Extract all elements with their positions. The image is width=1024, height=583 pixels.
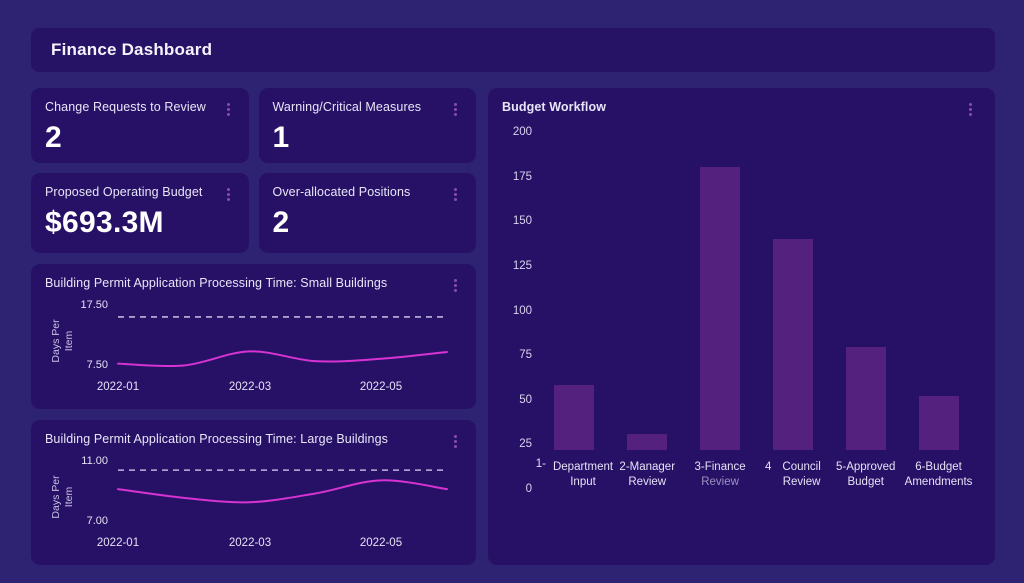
y-axis-tick: 125 [512,259,532,272]
kpi-card-change-requests: Change Requests to Review 2 [31,88,249,163]
bar-column-finance-review: 3-Finance Review [684,132,757,489]
bar[interactable] [772,238,813,451]
line-chart-svg [117,316,448,368]
y-axis-tick: 100 [512,304,532,317]
y-axis-tick: 7.50 [86,359,108,371]
line-chart-svg [117,469,448,504]
kpi-title: Over-allocated Positions [272,185,411,199]
x-axis-tick: 2022-01 [96,381,140,393]
chart-title: Budget Workflow [502,100,607,114]
left-column: Change Requests to Review 2 Warning/Crit… [31,88,476,565]
bar-column-council-review: 4 Council Review [756,132,829,489]
kpi-card-overallocated-positions: Over-allocated Positions 2 [258,173,476,253]
kebab-menu-icon[interactable] [221,101,235,117]
kebab-menu-icon[interactable] [448,433,462,449]
kpi-title: Warning/Critical Measures [272,100,422,114]
x-axis-tick: 2022-03 [228,381,272,393]
bar-category-label: 5-Approved Budget [835,461,896,488]
y-axis-tick: 150 [512,215,532,228]
y-axis-tick: 200 [512,126,532,138]
bar-category-label: 6-Budget Amendments [904,461,973,488]
bar[interactable] [845,346,886,451]
trend-line [117,479,448,504]
bar[interactable] [554,385,595,451]
bar-category-label: 2-Manager Review [619,461,676,488]
bar-columns: 1- Department Input 2-Manager Review 3 [536,132,977,489]
y-axis-tick: 0 [525,483,532,495]
line-chart-area: Days Per Item 17.50 7.50 2022-01 2022-03… [45,297,462,409]
line-chart-card-small-buildings: Building Permit Application Processing T… [31,264,476,409]
bar-chart-area: 200 175 150 125 100 75 50 25 0 1- De [502,126,977,495]
trend-line [117,350,448,368]
line-chart-area: Days Per Item 11.00 7.00 2022-01 2022-03… [45,453,462,565]
y-axis-tick: 17.50 [80,299,108,311]
bar-column-department-input: 1- Department Input [535,132,614,489]
bar-category-label: 1- Department Input [535,458,614,488]
bar-category-label: 3-Finance Review [694,461,746,488]
bar-y-axis: 200 175 150 125 100 75 50 25 0 [502,126,536,495]
line-chart-card-large-buildings: Building Permit Application Processing T… [31,420,476,565]
x-axis-tick: 2022-05 [359,381,403,393]
chart-title: Building Permit Application Processing T… [45,432,388,446]
y-axis-tick: 50 [519,393,532,406]
kpi-value: $693.3M [45,206,164,239]
kebab-menu-icon[interactable] [448,186,462,202]
kpi-title: Change Requests to Review [45,100,206,114]
bar-column-budget-amendments: 6-Budget Amendments [902,132,975,489]
kpi-card-proposed-budget: Proposed Operating Budget $693.3M [31,173,249,253]
kebab-menu-icon[interactable] [221,186,235,202]
x-axis-tick: 2022-03 [228,537,272,549]
bar-column-manager-review: 2-Manager Review [611,132,684,489]
line-plot [117,457,448,527]
bar[interactable] [918,396,959,451]
kpi-grid: Change Requests to Review 2 Warning/Crit… [31,88,476,253]
bar[interactable] [627,434,668,451]
page-title: Finance Dashboard [51,40,213,59]
y-axis-tick: 25 [519,438,532,451]
y-axis-tick: 7.00 [86,515,108,527]
kebab-menu-icon[interactable] [448,277,462,293]
y-axis-tick: 11.00 [81,455,108,467]
kpi-value: 1 [272,121,290,154]
bar[interactable] [700,167,741,451]
bar-chart-card-budget-workflow: Budget Workflow 200 175 150 125 100 75 5… [488,88,995,565]
kebab-menu-icon[interactable] [448,101,462,117]
dashboard-header: Finance Dashboard [31,28,995,72]
x-axis-tick: 2022-01 [96,537,140,549]
bar-column-approved-budget: 5-Approved Budget [829,132,902,489]
kpi-value: 2 [45,121,62,154]
bar-category-label: 4 Council Review [765,461,821,488]
kpi-card-warning-critical: Warning/Critical Measures 1 [258,88,476,163]
y-axis-tick: 75 [519,349,532,362]
kpi-title: Proposed Operating Budget [45,185,203,199]
x-axis-tick: 2022-05 [359,537,403,549]
line-plot [117,301,448,371]
kebab-menu-icon[interactable] [963,101,977,117]
kpi-value: 2 [272,206,290,239]
chart-title: Building Permit Application Processing T… [45,276,388,290]
dashboard-body: Change Requests to Review 2 Warning/Crit… [31,88,995,565]
y-axis-tick: 175 [512,170,532,183]
